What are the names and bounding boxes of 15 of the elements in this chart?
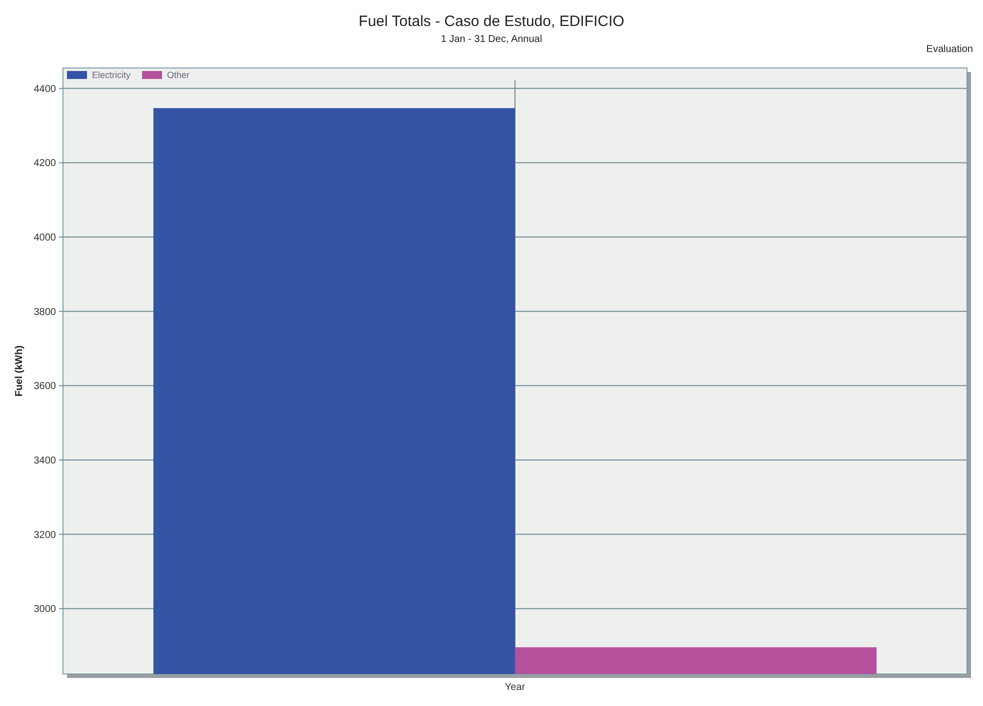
y-tick-label: 3200 — [34, 530, 56, 541]
chart-subtitle: 1 Jan - 31 Dec, Annual — [440, 34, 542, 45]
y-tick-label: 4000 — [34, 232, 56, 244]
x-tick-label: Year — [504, 682, 526, 693]
text: Evaluation — [926, 44, 973, 55]
chart-title: Fuel Totals - Caso de Estudo, EDIFICIO — [358, 13, 624, 30]
y-tick-label: 3800 — [34, 306, 56, 318]
y-tick-label: 3400 — [34, 455, 56, 466]
y-tick-label: 4200 — [34, 158, 56, 170]
y-tick-label: 3600 — [34, 381, 56, 392]
legend-label: Electricity — [92, 70, 132, 80]
y-tick-label: 4400 — [34, 84, 56, 95]
y-tick-label: 3000 — [34, 604, 56, 616]
legend-label: Other — [167, 70, 190, 80]
y-axis-title: Fuel (kWh) — [14, 345, 25, 397]
